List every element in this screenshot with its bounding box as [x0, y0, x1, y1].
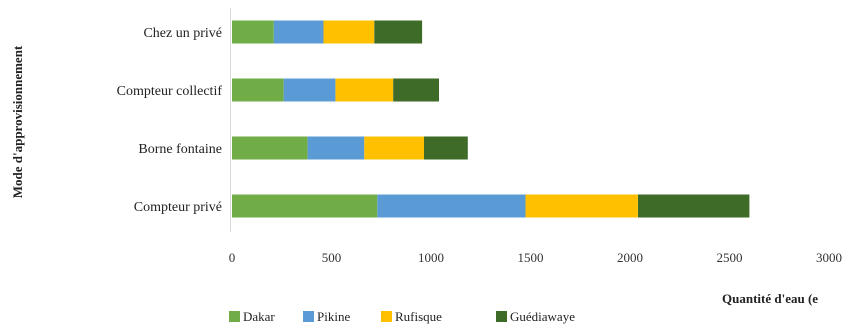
y-axis-title-group: Mode d'approvisionnement	[10, 45, 25, 198]
bar-dakar-1	[232, 136, 308, 160]
legend-swatch-dakar	[229, 311, 240, 322]
category-label: Chez un privé	[143, 26, 222, 41]
bar-pikine-0	[377, 194, 526, 218]
bar-rufisque-3	[323, 20, 375, 44]
category-label: Borne fontaine	[138, 142, 222, 157]
bar-guédiawaye-0	[638, 194, 750, 218]
x-axis-title: Quantité d'eau (e	[722, 291, 818, 306]
bar-dakar-2	[232, 78, 284, 102]
legend-swatch-guédiawaye	[496, 311, 507, 322]
bar-rufisque-1	[364, 136, 424, 160]
bar-rufisque-2	[335, 78, 394, 102]
x-tick-labels: 0 500 1000 1500 2000 2500 3000	[229, 250, 842, 265]
x-tick-label: 500	[322, 250, 342, 265]
x-tick-label: 2000	[617, 250, 643, 265]
category-label: Compteur privé	[134, 200, 222, 215]
bar-pikine-3	[273, 20, 324, 44]
bar-rufisque-0	[525, 194, 638, 218]
legend-label-dakar: Dakar	[243, 309, 275, 324]
legend-swatch-pikine	[303, 311, 314, 322]
legend-label-pikine: Pikine	[317, 309, 350, 324]
x-tick-label: 2500	[717, 250, 743, 265]
bar-dakar-0	[232, 194, 378, 218]
bar-guédiawaye-1	[424, 136, 468, 160]
x-tick-label: 1500	[518, 250, 544, 265]
bar-pikine-1	[307, 136, 365, 160]
legend-swatch-rufisque	[381, 311, 392, 322]
legend-label-guédiawaye: Guédiawaye	[510, 309, 575, 324]
bar-guédiawaye-2	[393, 78, 439, 102]
category-labels: Compteur privé Borne fontaine Compteur col…	[117, 26, 223, 215]
y-axis-title: Mode d'approvisionnement	[10, 45, 25, 198]
bar-guédiawaye-3	[374, 20, 423, 44]
x-tick-label: 1000	[418, 250, 444, 265]
x-tick-label: 3000	[816, 250, 842, 265]
legend-label-rufisque: Rufisque	[395, 309, 442, 324]
bar-dakar-3	[232, 20, 274, 44]
category-label: Compteur collectif	[117, 84, 223, 99]
legend: Dakar Pikine Rufisque Guédiawaye	[229, 309, 575, 324]
bar-pikine-2	[283, 78, 336, 102]
x-tick-label: 0	[229, 250, 236, 265]
bars-group	[232, 20, 750, 218]
